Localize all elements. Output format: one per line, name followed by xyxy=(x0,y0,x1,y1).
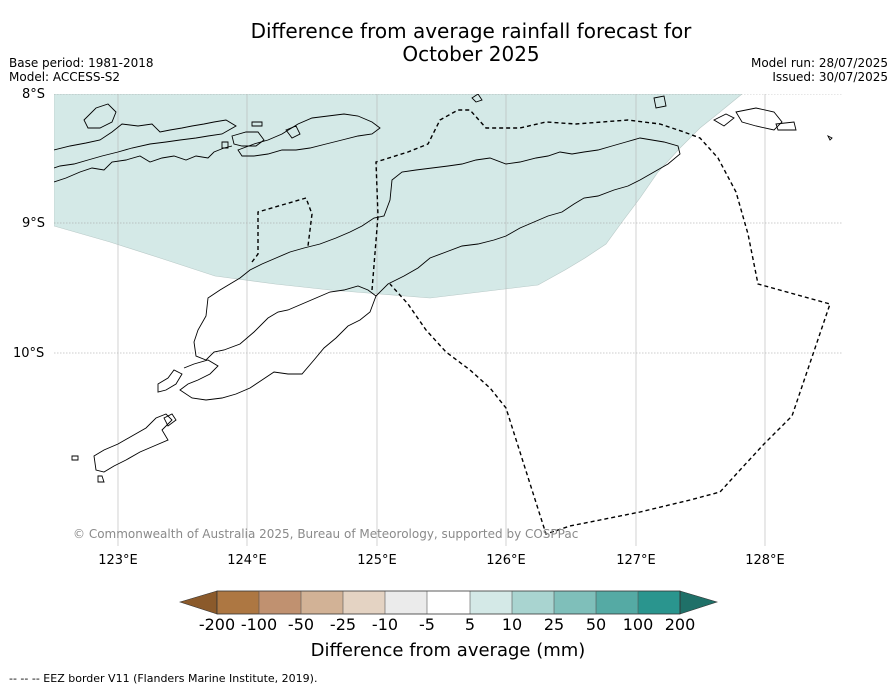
colorbar-tick: -100 xyxy=(240,615,278,634)
colorbar-tick: -10 xyxy=(371,615,399,634)
model-run: Model run: 28/07/2025 xyxy=(750,56,888,70)
colorbar-tick: 10 xyxy=(501,615,523,634)
meta-right: Model run: 28/07/2025 Issued: 30/07/2025 xyxy=(751,56,888,84)
lon-label-125e: 125°E xyxy=(357,553,397,568)
lon-label-128e: 128°E xyxy=(745,553,785,568)
chart-title: Difference from average rainfall forecas… xyxy=(0,20,896,66)
copyright-notice: © Commonwealth of Australia 2025, Bureau… xyxy=(73,527,579,541)
lon-label-126e: 126°E xyxy=(486,553,526,568)
shaded-anomaly-region xyxy=(54,94,743,299)
meridians xyxy=(117,94,766,546)
colorbar-label: Difference from average (mm) xyxy=(310,640,586,661)
title-line-2: October 2025 xyxy=(402,42,540,66)
colorbar-tick: 50 xyxy=(585,615,607,634)
lat-label-10s: 10°S xyxy=(13,346,45,361)
issued-date: Issued: 30/07/2025 xyxy=(772,70,888,84)
model-name: Model: ACCESS-S2 xyxy=(9,70,121,84)
eez-border xyxy=(251,109,831,535)
lat-label-8s: 8°S xyxy=(22,87,46,102)
colorbar-tick: -200 xyxy=(198,615,236,634)
lon-label-123e: 123°E xyxy=(98,553,138,568)
lon-label-124e: 124°E xyxy=(227,553,267,568)
colorbar-tick: 200 xyxy=(664,615,696,634)
lon-label-127e: 127°E xyxy=(616,553,656,568)
lat-label-9s: 9°S xyxy=(22,216,46,231)
eez-footnote: -- -- -- EEZ border V11 (Flanders Marine… xyxy=(9,672,318,685)
title-line-1: Difference from average rainfall forecas… xyxy=(250,19,692,43)
colorbar-tick: -25 xyxy=(329,615,357,634)
colorbar-tick: -50 xyxy=(287,615,315,634)
colorbar-tick: 5 xyxy=(464,615,476,634)
colorbar-tick: 25 xyxy=(543,615,565,634)
meta-left: Base period: 1981-2018 Model: ACCESS-S2 xyxy=(9,56,154,84)
coastlines xyxy=(54,94,833,483)
colorbar-tick: 100 xyxy=(622,615,654,634)
colorbar-tick: -5 xyxy=(419,615,435,634)
base-period: Base period: 1981-2018 xyxy=(9,56,154,70)
